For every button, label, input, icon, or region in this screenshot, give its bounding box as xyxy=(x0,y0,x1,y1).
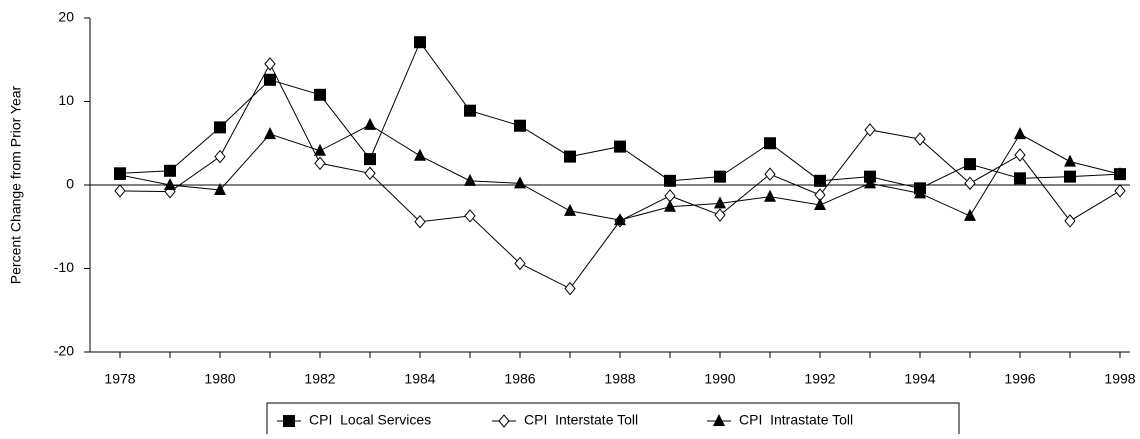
data-point xyxy=(564,203,576,216)
data-point xyxy=(764,189,776,202)
data-point xyxy=(614,213,626,226)
data-point xyxy=(1014,148,1026,162)
x-tick-label: 1980 xyxy=(204,371,235,387)
data-point xyxy=(814,198,826,211)
y-tick-label: 10 xyxy=(58,92,74,108)
data-point xyxy=(264,127,276,140)
data-point xyxy=(364,117,376,130)
data-point xyxy=(214,183,226,196)
x-tick-label: 1978 xyxy=(104,371,135,387)
data-point xyxy=(714,208,726,222)
data-point xyxy=(514,176,526,189)
data-point xyxy=(214,121,226,134)
x-tick-label: 1988 xyxy=(604,371,635,387)
y-tick-label: -10 xyxy=(54,259,74,275)
data-point xyxy=(564,150,576,163)
y-tick-label: 0 xyxy=(66,176,74,192)
data-point xyxy=(514,256,526,271)
data-point xyxy=(1114,167,1126,180)
data-point xyxy=(464,173,476,186)
data-point xyxy=(414,36,426,49)
data-point xyxy=(1064,214,1076,228)
data-point xyxy=(764,167,776,181)
data-point xyxy=(714,196,726,209)
legend-marker xyxy=(713,414,725,426)
data-point xyxy=(1014,127,1026,140)
data-point xyxy=(314,88,326,101)
data-point xyxy=(114,184,126,198)
data-point xyxy=(264,57,276,71)
legend-marker xyxy=(283,415,295,427)
data-point xyxy=(714,170,726,183)
data-point xyxy=(464,104,476,117)
data-point xyxy=(514,119,526,132)
y-axis-label: Percent Change from Prior Year xyxy=(8,85,24,284)
x-tick-label: 1986 xyxy=(504,371,535,387)
y-tick-label: -20 xyxy=(54,343,74,359)
data-point xyxy=(164,178,176,190)
data-point xyxy=(964,208,976,221)
legend-label: CPI Interstate Toll xyxy=(524,412,638,428)
data-point xyxy=(964,176,976,191)
legend-marker xyxy=(498,414,510,428)
y-tick-label: 20 xyxy=(58,9,74,25)
data-point xyxy=(1064,154,1076,167)
x-tick-label: 1994 xyxy=(904,371,935,387)
data-point xyxy=(914,132,926,146)
x-tick-label: 1992 xyxy=(804,371,835,387)
data-point xyxy=(314,156,326,171)
legend-box xyxy=(266,402,960,439)
data-point xyxy=(864,176,876,189)
data-point xyxy=(464,209,476,223)
legend-label: CPI Intrastate Toll xyxy=(739,412,853,428)
data-point xyxy=(1014,172,1026,185)
data-point xyxy=(964,158,976,171)
data-point xyxy=(864,123,876,137)
series-line xyxy=(119,62,1121,290)
x-tick-label: 1982 xyxy=(304,371,335,387)
data-point xyxy=(214,149,226,164)
data-point xyxy=(814,174,826,187)
data-point xyxy=(1064,170,1076,183)
data-point xyxy=(164,164,176,177)
data-point xyxy=(614,140,626,153)
x-tick-label: 1990 xyxy=(704,371,735,387)
data-point xyxy=(414,214,426,229)
data-point xyxy=(1114,184,1126,198)
data-point xyxy=(764,137,776,150)
data-point xyxy=(264,73,276,86)
x-tick-label: 1998 xyxy=(1104,371,1135,387)
data-point xyxy=(414,148,426,161)
series-line xyxy=(119,124,1121,221)
x-tick-label: 1984 xyxy=(404,371,435,387)
data-point xyxy=(914,186,926,199)
data-point xyxy=(364,166,376,181)
data-point xyxy=(664,199,676,212)
data-point xyxy=(364,153,376,166)
x-tick-label: 1996 xyxy=(1004,371,1035,387)
data-point xyxy=(114,167,126,180)
data-point xyxy=(564,281,576,296)
data-point xyxy=(314,143,326,156)
data-point xyxy=(664,174,676,187)
legend-label: CPI Local Services xyxy=(309,412,431,428)
